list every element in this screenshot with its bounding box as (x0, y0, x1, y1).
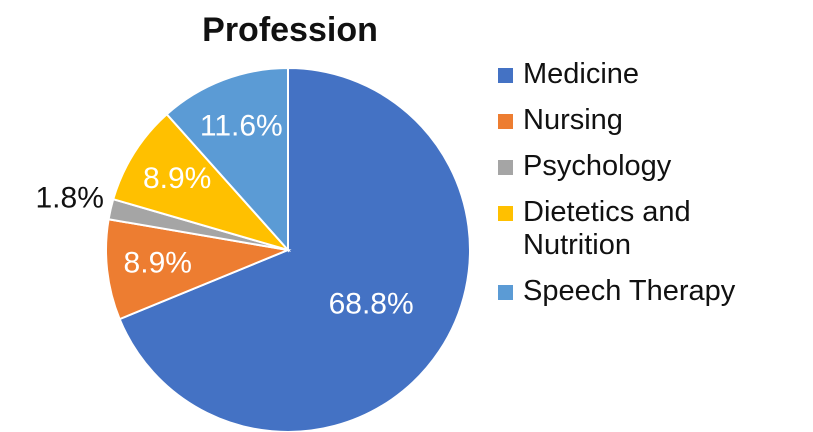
legend-label: Psychology (523, 150, 672, 182)
chart-title: Profession (202, 11, 378, 49)
legend-swatch (498, 68, 513, 83)
legend-label: Speech Therapy (523, 275, 736, 307)
legend-label: Medicine (523, 58, 640, 90)
legend-item: Medicine (498, 58, 798, 91)
legend-swatch (498, 206, 513, 221)
legend-item: Dietetics and Nutrition (498, 196, 798, 262)
pie-slice (118, 66, 471, 432)
legend-item: Speech Therapy (498, 275, 798, 308)
legend-label: Dietetics and Nutrition (523, 196, 691, 261)
legend-item: Nursing (498, 104, 798, 137)
legend-swatch (498, 160, 513, 175)
legend: Medicine Nursing Psychology Dietetics and N… (498, 58, 798, 321)
data-label: 68.8% (329, 288, 414, 321)
legend-swatch (498, 114, 513, 129)
data-label: 11.6% (200, 109, 283, 142)
pie-slice (111, 112, 292, 252)
legend-swatch (498, 285, 513, 300)
pie-slice (105, 218, 292, 321)
data-label: 8.9% (124, 246, 192, 279)
pie-slice (165, 66, 289, 253)
data-label: 1.8% (36, 182, 104, 215)
data-label: 8.9% (143, 162, 211, 195)
legend-label: Nursing (523, 104, 623, 136)
legend-item: Psychology (498, 150, 798, 183)
